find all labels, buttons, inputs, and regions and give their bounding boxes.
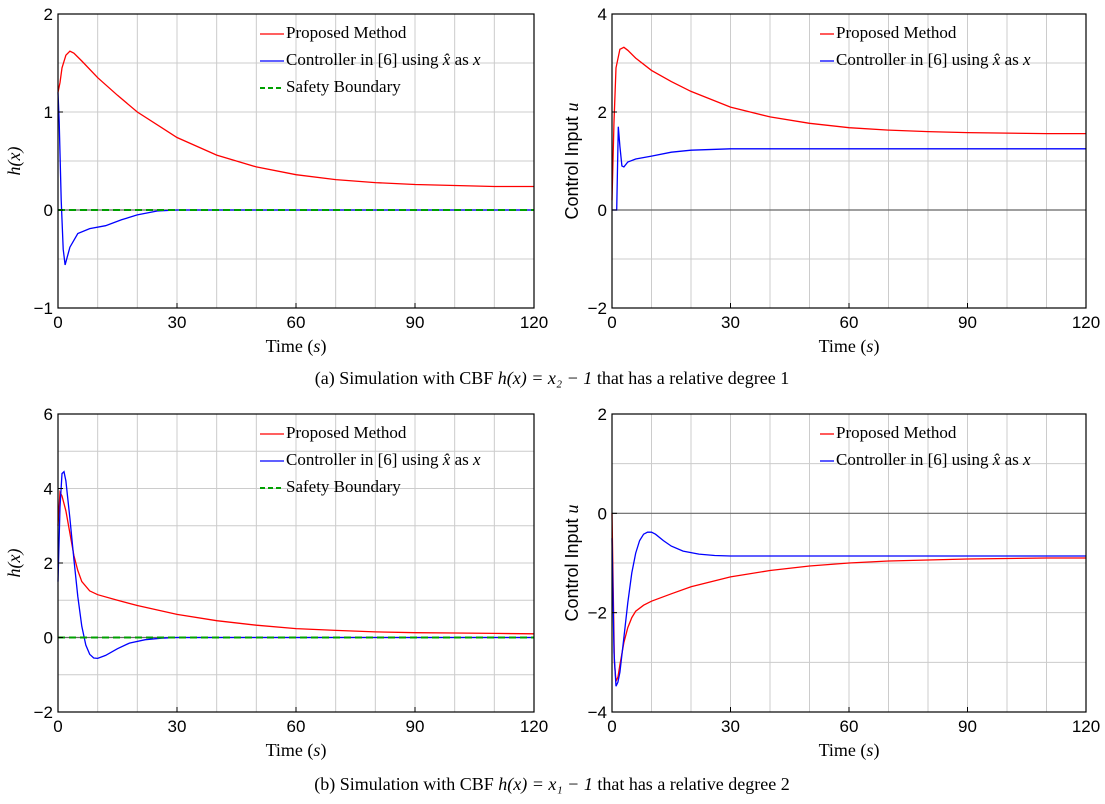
y-tick-label: 4 xyxy=(44,480,53,499)
y-tick-label: 0 xyxy=(44,629,53,648)
y-axis-label: Control Input u xyxy=(562,504,582,621)
y-axis-label: h(x) xyxy=(4,147,25,176)
caption-a: (a) Simulation with CBF h(x) = x₂ − 1 th… xyxy=(315,368,789,389)
x-tick-label: 120 xyxy=(520,717,548,736)
y-tick-label: 1 xyxy=(44,103,53,122)
x-tick-label: 90 xyxy=(958,717,977,736)
series-line-proposed-method xyxy=(57,50,534,188)
y-axis-label: h(x) xyxy=(4,549,25,578)
y-tick-label: 2 xyxy=(44,5,53,24)
x-tick-label: 90 xyxy=(406,717,425,736)
x-axis-label: Time (s) xyxy=(819,336,880,357)
series-line-proposed-method xyxy=(611,46,1086,201)
legend-label: Controller in [6] using x̂ as x xyxy=(836,450,1031,469)
x-axis-label: Time (s) xyxy=(819,740,880,761)
y-tick-label: −4 xyxy=(588,703,607,722)
caption-a-prefix: (a) Simulation with CBF xyxy=(315,368,498,389)
y-tick-label: 0 xyxy=(598,504,607,523)
x-tick-label: 30 xyxy=(168,313,187,332)
x-tick-label: 30 xyxy=(721,313,740,332)
y-tick-label: 2 xyxy=(598,103,607,122)
series-line-proposed-method xyxy=(57,489,535,635)
x-tick-label: 90 xyxy=(958,313,977,332)
x-tick-label: 30 xyxy=(721,717,740,736)
caption-b-suffix: that has a relative degree 2 xyxy=(593,774,790,794)
x-tick-label: 0 xyxy=(53,313,62,332)
legend-label: Proposed Method xyxy=(286,23,407,42)
x-tick-label: 120 xyxy=(1072,717,1100,736)
x-tick-label: 60 xyxy=(287,313,306,332)
y-tick-label: −2 xyxy=(588,604,607,623)
y-tick-label: 4 xyxy=(598,5,607,24)
caption-b-equation: h(x) = x₁ − 1 xyxy=(498,774,593,795)
y-tick-label: 2 xyxy=(598,405,607,424)
caption-b-prefix: (b) Simulation with CBF xyxy=(314,774,498,795)
y-tick-label: −2 xyxy=(34,703,53,722)
y-axis-label: Control Input u xyxy=(562,102,582,219)
x-tick-label: 60 xyxy=(840,717,859,736)
series-line-proposed-method xyxy=(611,513,1086,684)
legend-label: Controller in [6] using x̂ as x xyxy=(836,50,1031,69)
caption-a-suffix: that has a relative degree 1 xyxy=(592,368,789,388)
y-tick-label: −1 xyxy=(34,299,53,318)
y-tick-label: 0 xyxy=(598,201,607,220)
y-tick-label: 2 xyxy=(44,554,53,573)
x-tick-label: 0 xyxy=(607,313,616,332)
x-axis-label: Time (s) xyxy=(266,740,327,761)
x-tick-label: 0 xyxy=(53,717,62,736)
y-tick-label: 6 xyxy=(44,405,53,424)
caption-b: (b) Simulation with CBF h(x) = x₁ − 1 th… xyxy=(314,774,789,795)
legend-label: Controller in [6] using x̂ as x xyxy=(286,450,481,469)
y-tick-label: −2 xyxy=(588,299,607,318)
x-tick-label: 120 xyxy=(1072,313,1100,332)
x-tick-label: 60 xyxy=(287,717,306,736)
legend-label: Proposed Method xyxy=(836,23,957,42)
caption-a-equation: h(x) = x₂ − 1 xyxy=(498,368,593,389)
legend-label: Proposed Method xyxy=(286,423,407,442)
legend-label: Safety Boundary xyxy=(286,77,401,96)
chart-b-right: 0 30 60 90 120 −4 −2 0 2 Time (s) Control Input u P… xyxy=(562,405,1100,761)
x-tick-label: 120 xyxy=(520,313,548,332)
legend-label: Controller in [6] using x̂ as x xyxy=(286,50,481,69)
legend-label: Safety Boundary xyxy=(286,477,401,496)
x-tick-label: 30 xyxy=(168,717,187,736)
series-line-controller-6 xyxy=(611,531,1086,687)
x-tick-label: 60 xyxy=(840,313,859,332)
x-axis-label: Time (s) xyxy=(266,336,327,357)
y-tick-label: 0 xyxy=(44,201,53,220)
x-tick-label: 90 xyxy=(406,313,425,332)
x-tick-label: 0 xyxy=(607,717,616,736)
legend-label: Proposed Method xyxy=(836,423,957,442)
